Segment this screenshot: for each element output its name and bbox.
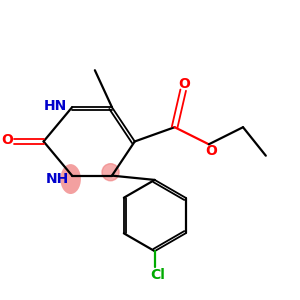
Ellipse shape (60, 164, 81, 194)
Text: O: O (178, 77, 190, 91)
Text: O: O (2, 133, 13, 147)
Circle shape (102, 164, 119, 181)
Text: NH: NH (46, 172, 69, 186)
Text: O: O (205, 144, 217, 158)
Text: Cl: Cl (150, 268, 165, 282)
Text: HN: HN (44, 99, 67, 113)
